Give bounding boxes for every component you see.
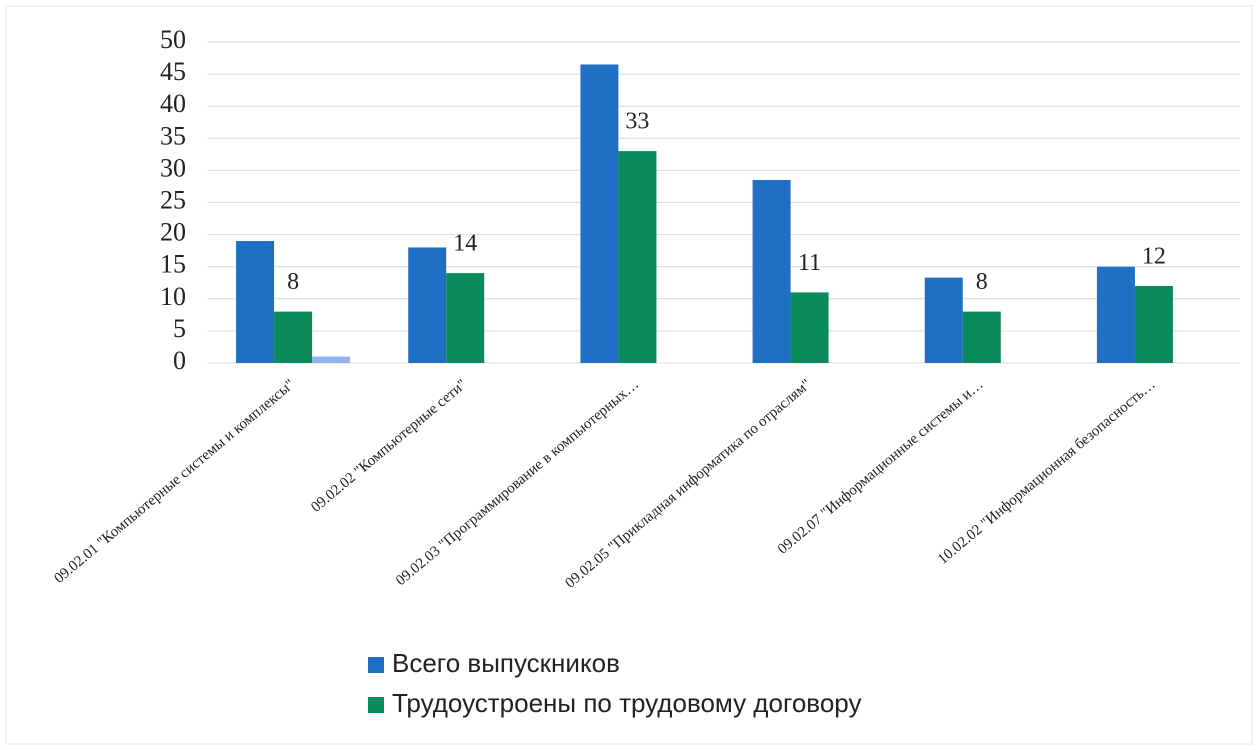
bar [1134, 285, 1173, 363]
value-label: 14 [453, 231, 477, 257]
y-tick-label: 45 [160, 57, 186, 86]
legend-swatch [368, 657, 384, 673]
y-tick-label: 35 [160, 121, 186, 150]
legend-label: Трудоустроены по трудовому договору [392, 688, 861, 718]
y-tick-label: 15 [160, 250, 186, 279]
bar [1096, 266, 1135, 363]
bar [962, 311, 1001, 363]
y-tick-label: 0 [173, 346, 186, 375]
y-tick-label: 25 [160, 185, 186, 214]
frame [5, 5, 1253, 745]
bar [446, 273, 485, 363]
bar [790, 292, 829, 363]
value-label: 11 [798, 250, 821, 276]
bar [580, 64, 619, 363]
value-label: 8 [976, 269, 988, 295]
legend-label: Всего выпускников [392, 648, 620, 678]
bar [924, 277, 963, 363]
bar [752, 180, 791, 363]
value-label: 33 [625, 109, 649, 135]
bar [408, 247, 447, 363]
bar [312, 356, 351, 363]
bar [618, 151, 657, 363]
y-tick-label: 5 [173, 314, 186, 343]
y-tick-label: 30 [160, 153, 186, 182]
value-label: 8 [287, 269, 299, 295]
value-label: 12 [1142, 243, 1166, 269]
y-tick-label: 10 [160, 282, 186, 311]
bar [236, 241, 275, 363]
y-tick-label: 20 [160, 218, 186, 247]
legend-swatch [368, 697, 384, 713]
bar [274, 311, 313, 363]
y-tick-label: 50 [160, 25, 186, 54]
y-tick-label: 40 [160, 89, 186, 118]
